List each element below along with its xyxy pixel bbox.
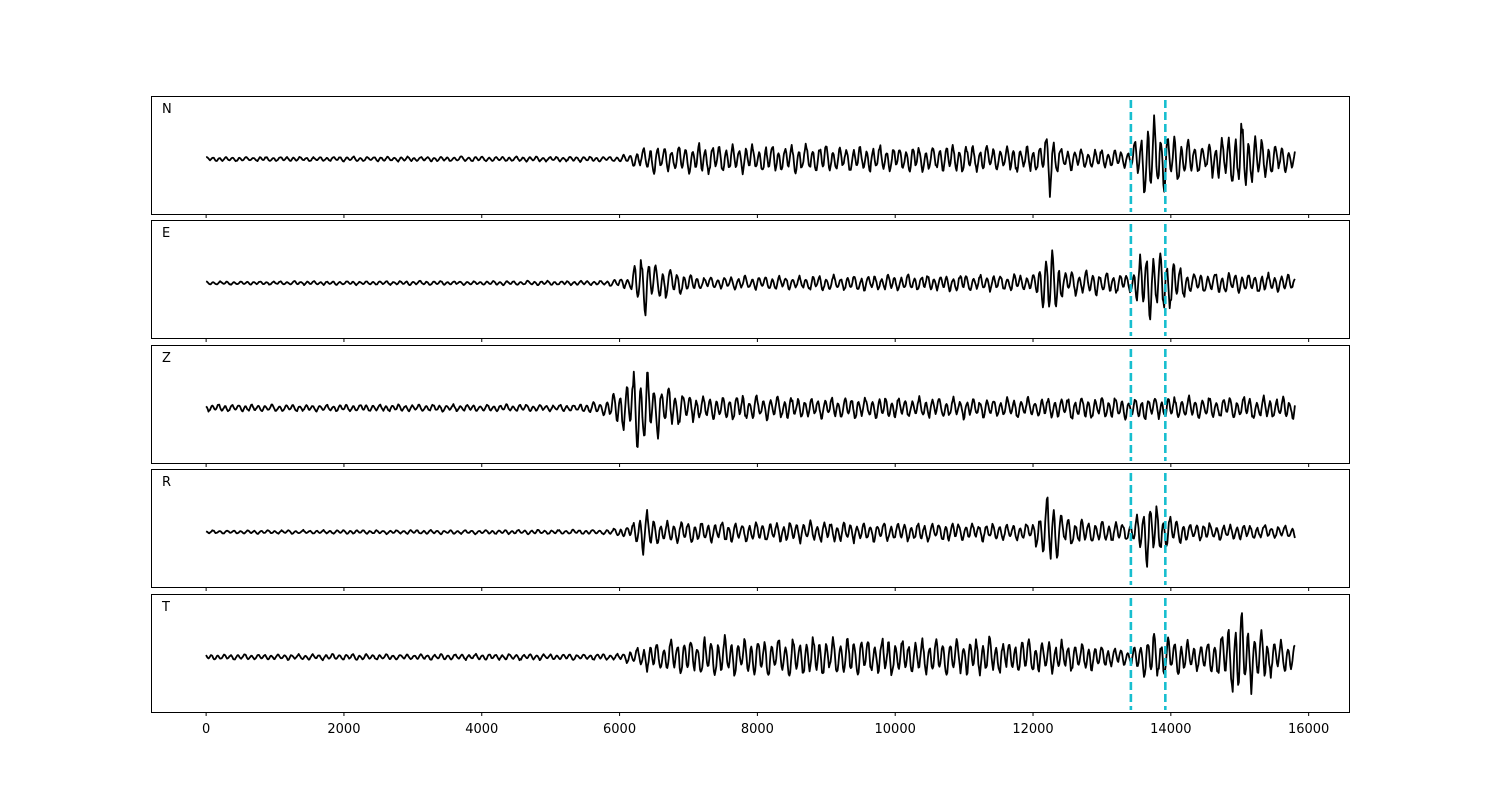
- panel-label: T: [161, 600, 170, 615]
- panel-frame: [151, 469, 1350, 588]
- panel-frame: [151, 220, 1350, 339]
- panel-label: R: [162, 475, 171, 490]
- waveform-trace-r: [205, 496, 1296, 568]
- panel-frame: [151, 96, 1350, 215]
- waveform-trace-n: [205, 114, 1296, 198]
- x-tick-label: 16000: [1288, 722, 1329, 737]
- panel-label: E: [162, 226, 170, 241]
- x-tick-label: 14000: [1150, 722, 1191, 737]
- x-tick-label: 10000: [875, 722, 916, 737]
- x-tick-label: 4000: [465, 722, 498, 737]
- waveform-trace-t: [205, 612, 1296, 695]
- panel-label: Z: [162, 351, 171, 366]
- x-tick-label: 2000: [327, 722, 360, 737]
- waveform-trace-z: [205, 370, 1296, 448]
- panel-frame: [151, 594, 1350, 713]
- panel-n: N: [151, 96, 1350, 218]
- x-axis: 0 2000 4000 6000 8000 10000 12000 14000 16000: [202, 722, 1329, 737]
- panel-label: N: [162, 102, 172, 117]
- x-tick-label: 6000: [603, 722, 636, 737]
- x-tick-label: 12000: [1012, 722, 1053, 737]
- panels-layer: N E Z R T: [151, 96, 1350, 716]
- x-tick-label: 8000: [741, 722, 774, 737]
- panel-frame: [151, 345, 1350, 464]
- panel-t: T: [151, 594, 1350, 716]
- waveform-trace-e: [205, 249, 1296, 321]
- panel-e: E: [151, 220, 1350, 342]
- panel-z: Z: [151, 345, 1350, 467]
- panel-r: R: [151, 469, 1350, 591]
- x-tick-label: 0: [202, 722, 210, 737]
